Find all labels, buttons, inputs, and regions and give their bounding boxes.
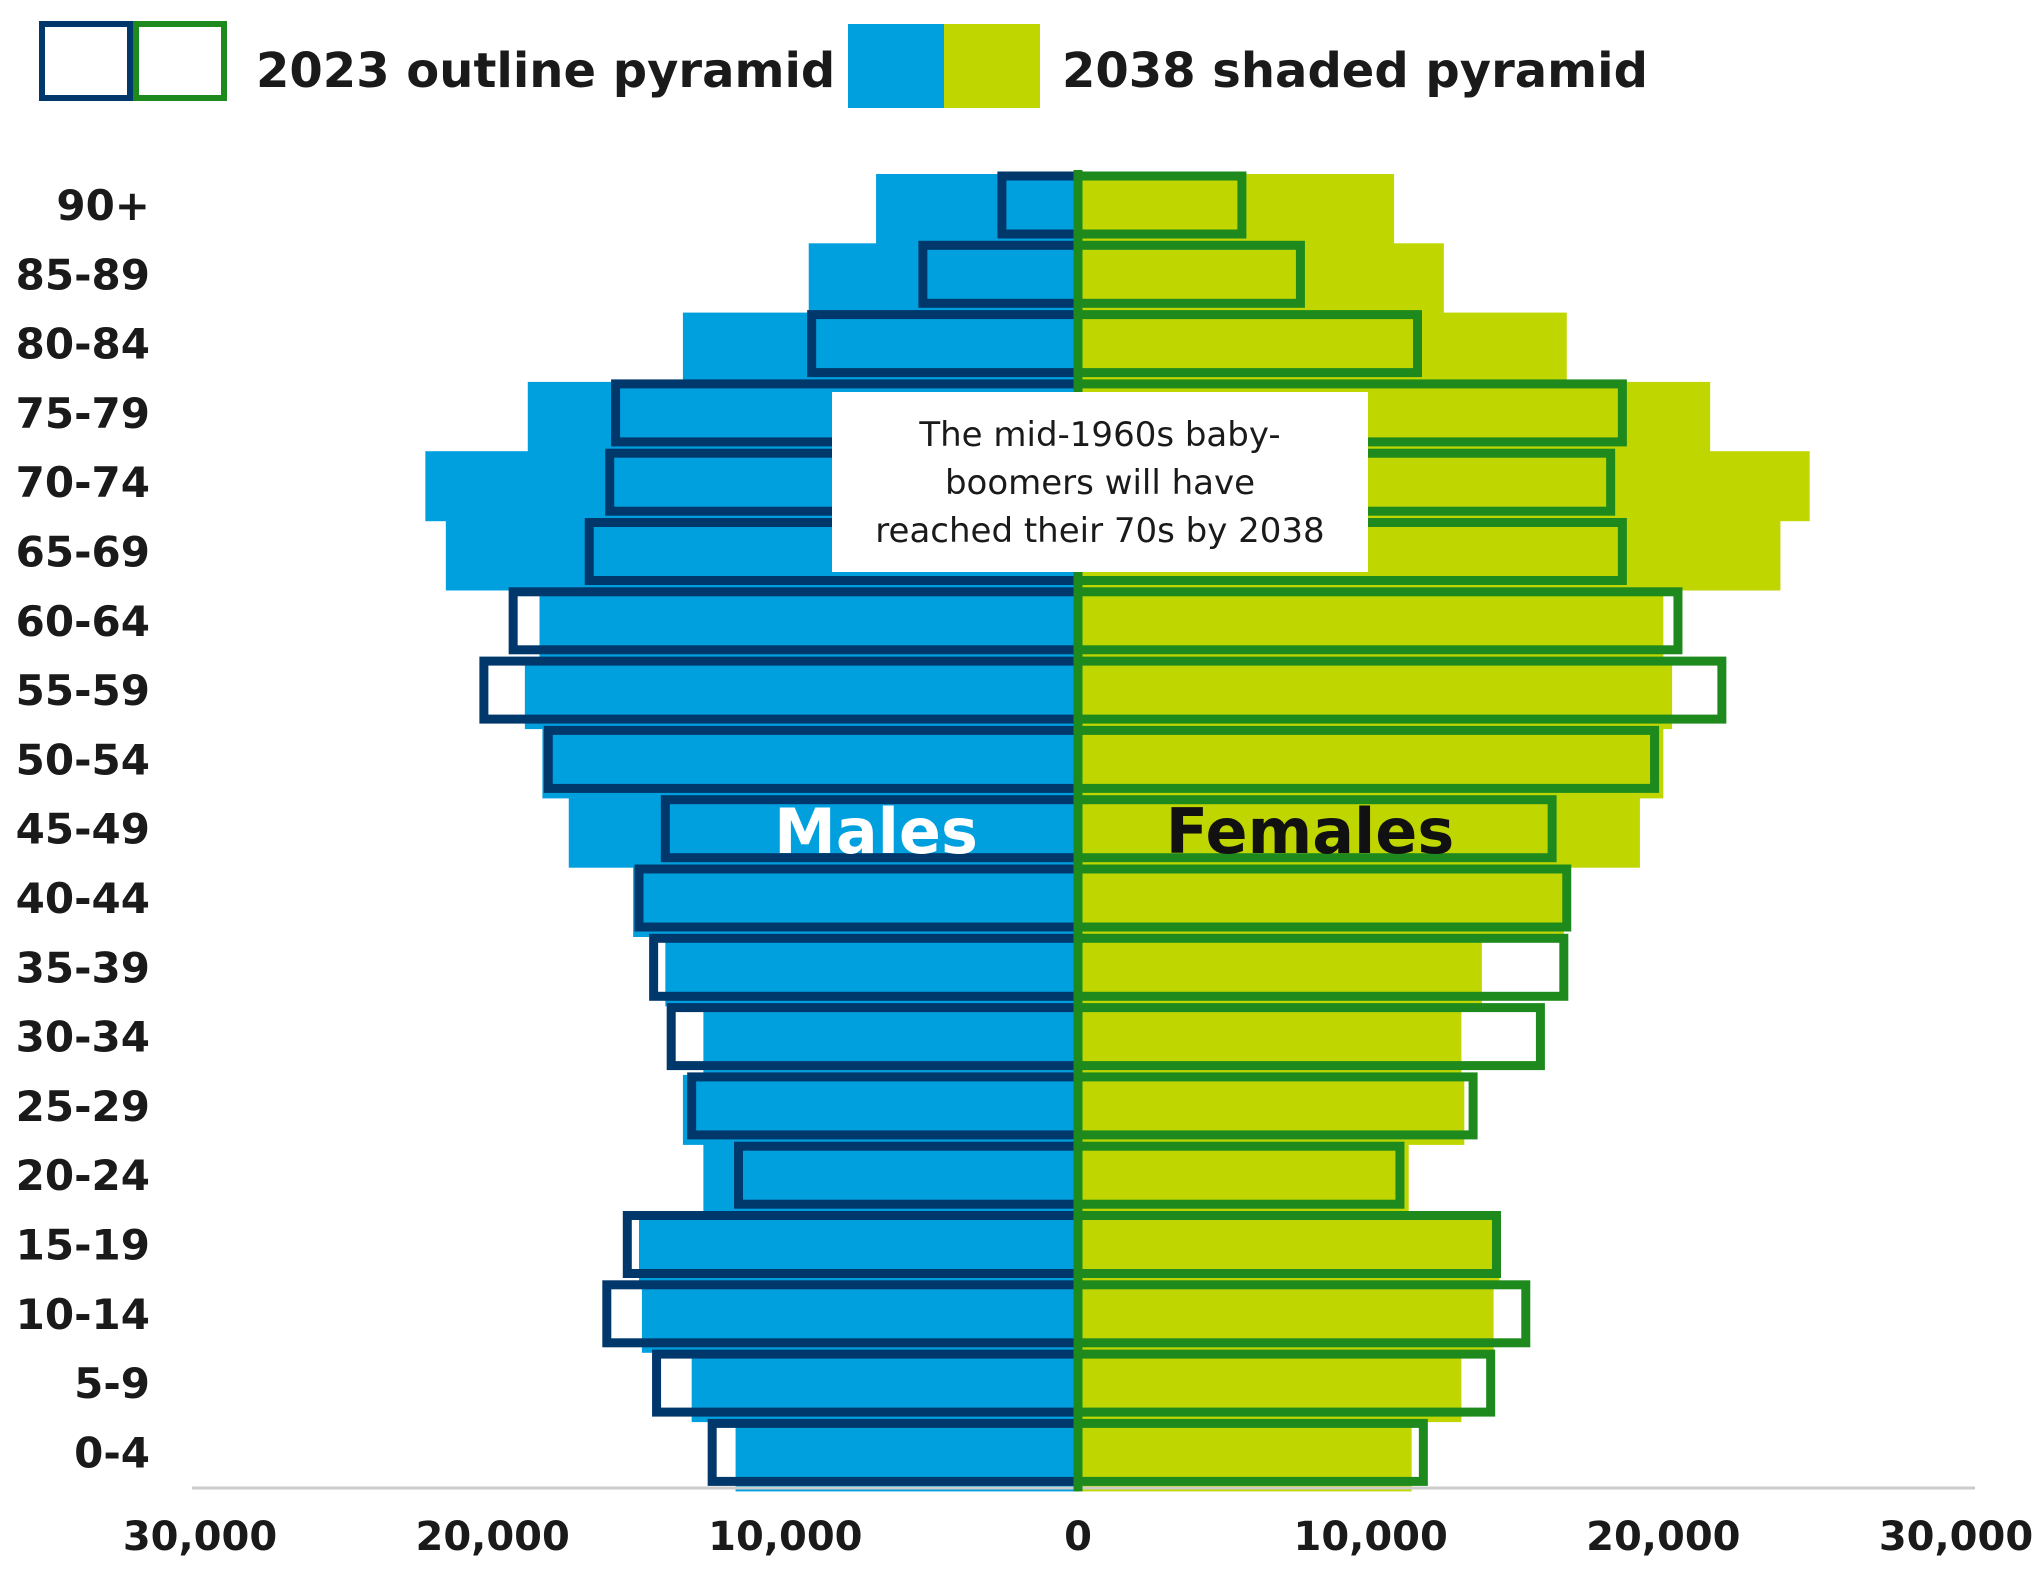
x-tick-label: 20,000 [415, 1514, 569, 1560]
age-label-60-64: 60-64 [16, 597, 150, 646]
legend-label-2023: 2023 outline pyramid [256, 43, 835, 99]
annotation-line-1: The mid-1960s baby- [918, 415, 1280, 455]
age-label-55-59: 55-59 [16, 666, 150, 715]
legend-swatch-2023-males [39, 21, 133, 101]
x-tick-label: 20,000 [1586, 1514, 1740, 1560]
age-label-25-29: 25-29 [16, 1082, 150, 1131]
annotation-line-3: reached their 70s by 2038 [875, 511, 1324, 551]
age-label-85-89: 85-89 [16, 250, 150, 299]
age-label-45-49: 45-49 [16, 805, 150, 854]
legend: 2023 outline pyramid 2038 shaded pyramid [39, 21, 1648, 108]
x-tick-label: 30,000 [1879, 1514, 2033, 1560]
x-tick-label: 0 [1064, 1514, 1092, 1560]
age-label-5-9: 5-9 [74, 1359, 150, 1408]
x-tick-label: 30,000 [123, 1514, 277, 1560]
age-label-15-19: 15-19 [16, 1221, 150, 1270]
age-label-10-14: 10-14 [16, 1290, 150, 1339]
legend-label-2038: 2038 shaded pyramid [1062, 43, 1648, 99]
females-label: Females [1166, 795, 1455, 868]
legend-swatch-2023-females [133, 21, 227, 101]
age-label-75-79: 75-79 [16, 389, 150, 438]
age-label-0-4: 0-4 [74, 1428, 150, 1477]
males-label: Males [774, 795, 978, 868]
legend-swatch-2038-males [848, 24, 944, 108]
annotation: The mid-1960s baby- boomers will have re… [832, 392, 1368, 572]
age-label-20-24: 20-24 [16, 1151, 150, 1200]
age-label-65-69: 65-69 [16, 528, 150, 577]
age-label-50-54: 50-54 [16, 735, 150, 784]
age-label-40-44: 40-44 [16, 874, 150, 923]
x-axis-ticks: 30,000 20,000 10,000 0 10,000 20,000 30,000 [123, 1514, 2033, 1560]
age-label-90+: 90+ [56, 181, 150, 230]
age-label-30-34: 30-34 [16, 1013, 150, 1062]
annotation-line-2: boomers will have [945, 463, 1255, 503]
x-tick-label: 10,000 [708, 1514, 862, 1560]
x-tick-label: 10,000 [1293, 1514, 1447, 1560]
legend-swatch-2038-females [944, 24, 1040, 108]
age-label-35-39: 35-39 [16, 943, 150, 992]
age-labels: 90+ 85-89 80-84 75-79 70-74 65-69 60-64 55-59 50… [16, 181, 150, 1477]
age-label-70-74: 70-74 [16, 458, 150, 507]
age-label-80-84: 80-84 [16, 320, 150, 369]
annotation-box [832, 392, 1368, 572]
